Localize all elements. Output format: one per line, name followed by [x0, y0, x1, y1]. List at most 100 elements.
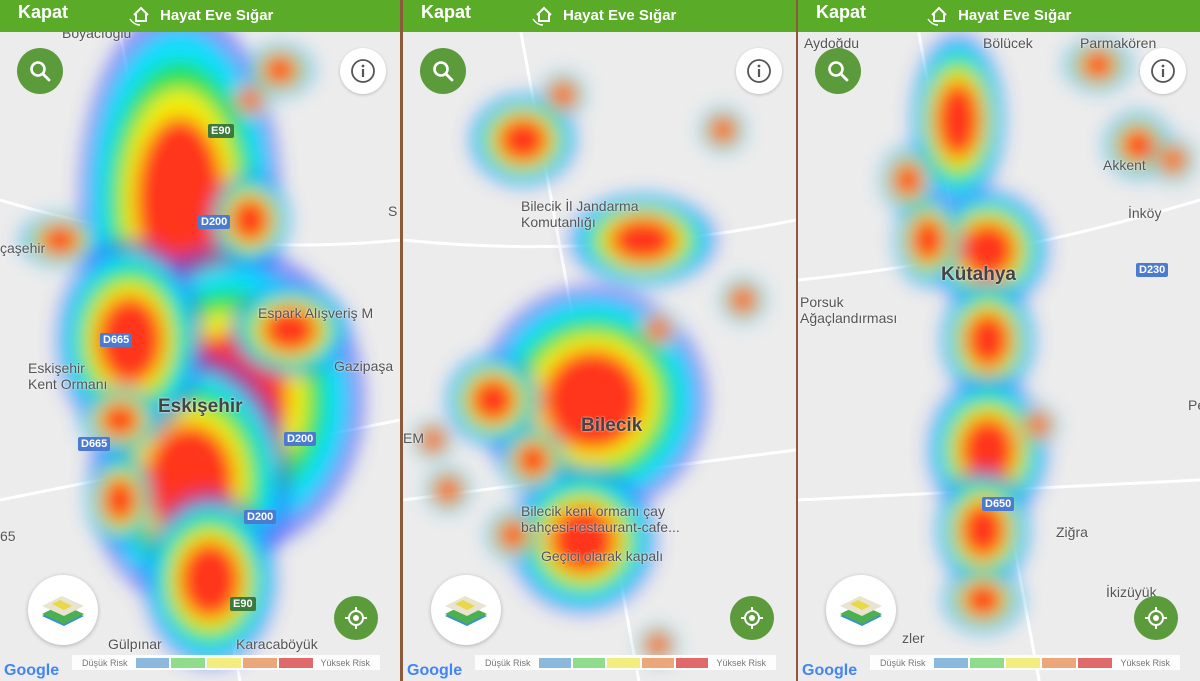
- close-button[interactable]: Kapat: [421, 2, 472, 22]
- heat-blob: [646, 633, 670, 657]
- my-location-button[interactable]: [1134, 596, 1178, 640]
- search-icon: [433, 61, 454, 82]
- info-button[interactable]: [340, 48, 386, 94]
- brand-title: Hayat Eve Sığar: [160, 6, 274, 24]
- heat-blob: [230, 197, 270, 243]
- search-icon: [30, 61, 51, 82]
- place-label: S: [388, 203, 398, 219]
- brand: Hayat Eve Sığar: [531, 3, 676, 27]
- legend-swatch: [538, 657, 571, 668]
- heat-blob: [497, 117, 549, 163]
- map-layers-button[interactable]: [28, 575, 98, 645]
- heat-blob: [960, 502, 1006, 558]
- info-button[interactable]: [1140, 48, 1186, 94]
- google-logo: Google: [407, 662, 463, 679]
- heat-blob: [963, 583, 1003, 617]
- my-location-button[interactable]: [730, 596, 774, 640]
- risk-legend: Düşük Risk Yüksek Risk: [475, 655, 776, 670]
- risk-legend: Düşük Risk Yüksek Risk: [870, 655, 1180, 670]
- place-label: Porsuk Ağaçlandırması: [800, 294, 898, 327]
- road-shield: D200: [198, 215, 231, 229]
- my-location-button[interactable]: [334, 596, 378, 640]
- google-logo: Google: [4, 662, 60, 679]
- legend-swatch: [278, 657, 313, 668]
- place-label: Aydoğdu: [804, 35, 860, 51]
- heat-blob: [1121, 128, 1155, 162]
- road-shield: E90: [230, 597, 256, 611]
- app-header: Kapat Hayat Eve Sığar: [0, 0, 400, 32]
- search-button[interactable]: [420, 48, 466, 94]
- info-button[interactable]: [736, 48, 782, 94]
- place-label: Gazipaşa: [334, 358, 394, 374]
- my-location-icon: [345, 607, 367, 629]
- legend-swatch: [242, 657, 277, 668]
- place-label: zler: [902, 630, 925, 646]
- place-label: 65: [0, 528, 16, 544]
- heat-blob: [40, 225, 80, 255]
- heat-blob: [421, 428, 445, 452]
- map-layers-button[interactable]: [826, 575, 896, 645]
- brand: Hayat Eve Sığar: [926, 3, 1071, 27]
- heat-blob: [960, 416, 1016, 484]
- heat-blob: [516, 443, 550, 477]
- road-shield: E90: [208, 124, 234, 138]
- legend-low: Düşük Risk: [485, 657, 531, 668]
- legend-swatch: [207, 657, 241, 668]
- city-label: Bilecik: [581, 415, 643, 436]
- heat-blob: [263, 55, 297, 85]
- place-label: Akkent: [1103, 157, 1146, 173]
- heat-blob: [103, 477, 137, 523]
- place-label: çaşehir: [0, 240, 46, 256]
- map-panel: Kapat Hayat Eve Sığar Düşük Risk Yüksek …: [403, 0, 796, 681]
- close-button[interactable]: Kapat: [816, 2, 867, 22]
- road-shield: D200: [284, 432, 317, 446]
- heat-blob: [435, 477, 461, 503]
- place-label: Bölücek: [983, 35, 1033, 51]
- legend-swatch: [676, 657, 709, 668]
- place-label: Eskişehir Kent Ormanı: [28, 360, 108, 393]
- heat-blob: [470, 377, 516, 423]
- house-hand-icon: [927, 6, 947, 26]
- place-label: İkizüyük: [1106, 584, 1157, 600]
- heat-blob: [179, 541, 241, 619]
- legend-low: Düşük Risk: [880, 657, 926, 668]
- map-layers-button[interactable]: [431, 575, 501, 645]
- place-label: Parmakören: [1080, 35, 1157, 51]
- map-layers-icon: [445, 596, 487, 626]
- legend-high: Yüksek Risk: [716, 657, 766, 668]
- house-hand-icon: [532, 6, 552, 26]
- heat-blob: [262, 307, 318, 353]
- legend-swatch: [1078, 657, 1113, 668]
- place-label: Per: [1188, 397, 1200, 413]
- search-icon: [828, 61, 849, 82]
- heat-blob: [1026, 413, 1050, 437]
- heat-blob: [960, 222, 1016, 278]
- heatmap-layer: [403, 31, 796, 681]
- road-shield: D230: [1136, 263, 1169, 277]
- google-logo: Google: [802, 662, 858, 679]
- legend-swatch: [969, 657, 1004, 668]
- house-hand-icon: [129, 6, 149, 26]
- search-button[interactable]: [815, 48, 861, 94]
- place-label: Karacaböyük: [236, 636, 318, 652]
- heat-blob: [893, 163, 923, 197]
- place-label: İnköy: [1128, 205, 1162, 221]
- info-icon: [351, 59, 375, 83]
- place-label: EM: [403, 430, 424, 446]
- info-icon: [747, 59, 771, 83]
- heat-blob: [238, 88, 262, 112]
- map-panel: Kapat Hayat Eve Sığar Düşük Risk Yüksek …: [798, 0, 1200, 681]
- close-button[interactable]: Kapat: [18, 2, 69, 22]
- place-label: Bilecik İl Jandarma Komutanlığı: [521, 198, 639, 231]
- legend-swatch: [1005, 657, 1041, 668]
- brand: Hayat Eve Sığar: [128, 3, 273, 27]
- search-button[interactable]: [17, 48, 63, 94]
- heat-blob: [730, 287, 756, 313]
- road-shield: D200: [244, 510, 277, 524]
- info-icon: [1151, 59, 1175, 83]
- brand-title: Hayat Eve Sığar: [958, 6, 1072, 24]
- brand-title: Hayat Eve Sığar: [563, 6, 677, 24]
- city-label: Eskişehir: [158, 396, 243, 417]
- legend-high: Yüksek Risk: [320, 657, 371, 668]
- legend-swatch: [135, 657, 170, 668]
